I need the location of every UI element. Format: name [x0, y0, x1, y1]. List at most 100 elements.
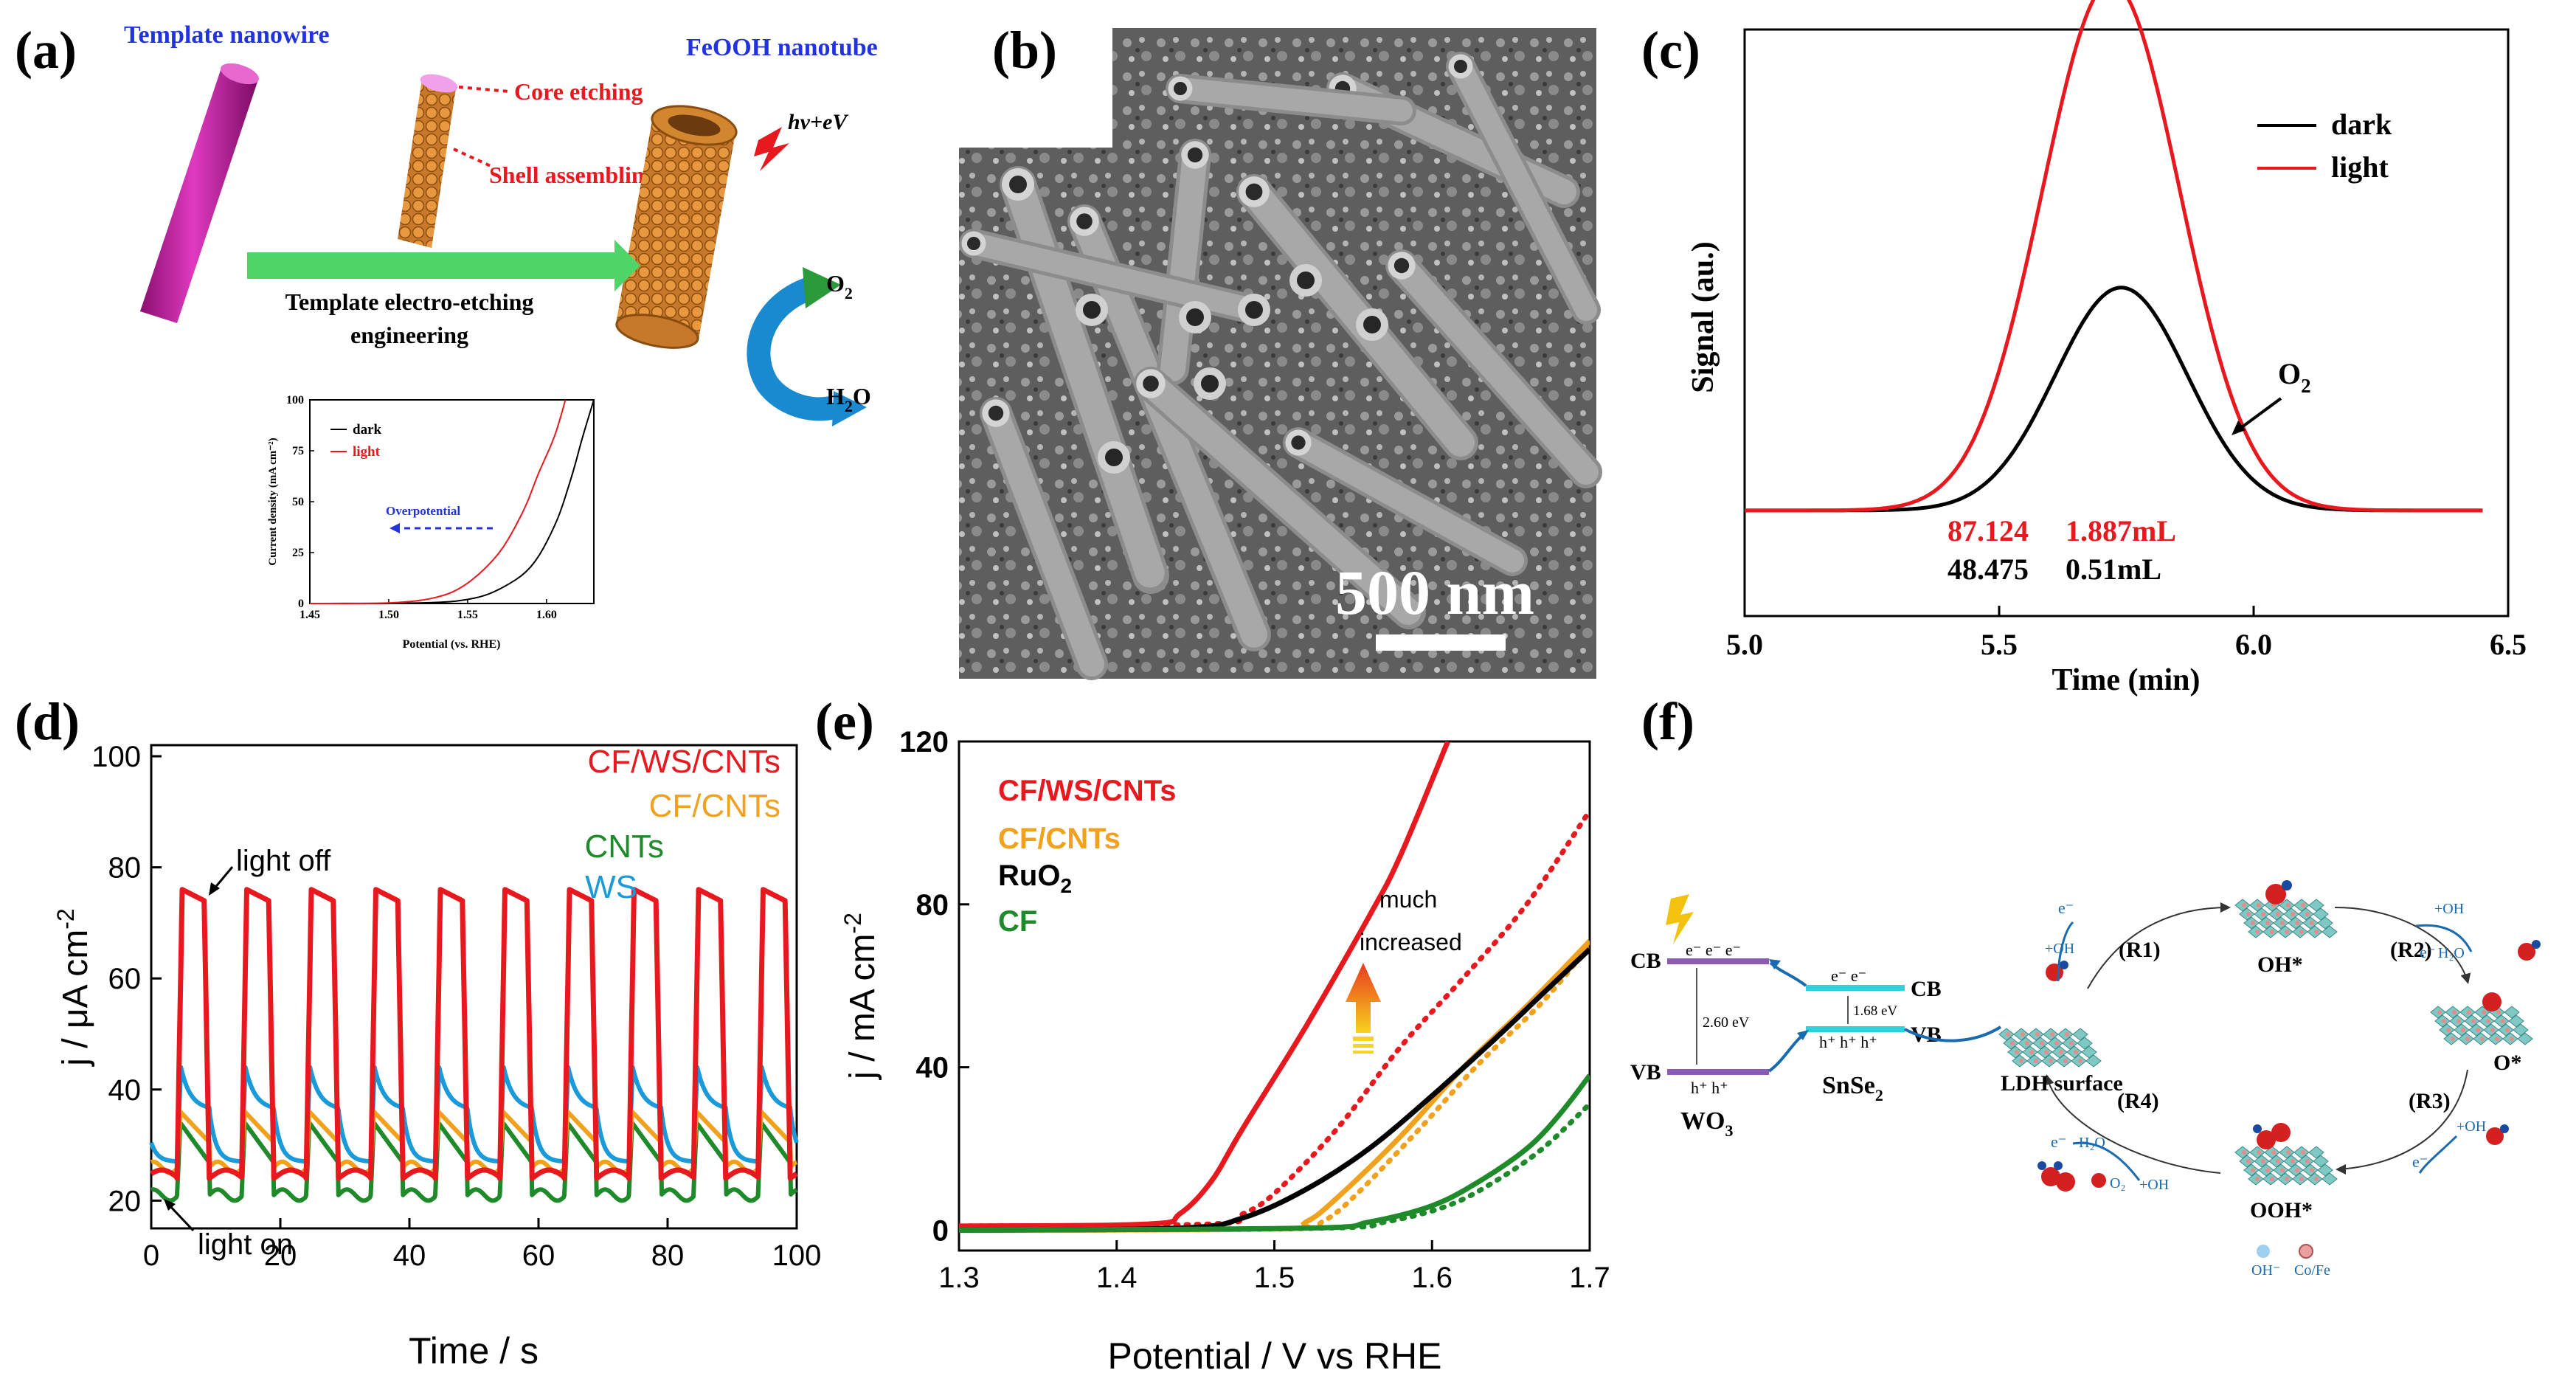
adsorbate-atom: [2271, 1123, 2291, 1142]
sem-tube-hole: [1201, 375, 1219, 392]
cycle-arc: [2087, 907, 2229, 989]
inset-legend-dark: dark: [353, 422, 382, 437]
etched-nanowire: [398, 74, 458, 248]
sem-tube: [1160, 142, 1208, 381]
cycle-side-arrow: [2415, 924, 2473, 952]
r1-reagent: +OH: [2045, 941, 2074, 957]
e-line-CF/WS/CNTs: [959, 741, 1450, 1229]
inset-ytick-label: 75: [292, 445, 304, 457]
inset-lsv-chart: 1.45 1.50 1.55 1.60 0 25 50 75 100 dark light Ov…: [267, 394, 595, 651]
adsorbate-atom: [2518, 943, 2535, 961]
d-ylabel: j / μA cm-2: [52, 908, 95, 1067]
ldh-metal-atom: [2314, 930, 2319, 934]
e-line-CF-dark: [959, 1101, 1590, 1233]
step-r2: (R2): [2390, 938, 2432, 962]
ldh-metal-atom: [2310, 921, 2314, 925]
ldh-octahedron: [2321, 1172, 2338, 1186]
d-xtick-label: 20: [264, 1239, 297, 1272]
sem-tube-hole: [1291, 435, 1306, 450]
ldh-metal-atom: [2465, 1037, 2470, 1041]
adsorbate-atom: [2091, 1173, 2106, 1188]
panel-d-frame: [150, 744, 798, 1230]
cycle-side-arrow: [2418, 1135, 2458, 1174]
sem-tube-hole: [1245, 183, 1263, 201]
ldh-metal-atom: [2295, 1168, 2299, 1172]
d-xtick-label: 60: [522, 1239, 555, 1272]
ldh-metal-atom: [2255, 930, 2260, 934]
d-legend-ws: WS: [585, 869, 637, 905]
r4-h2o: H₂O: [2079, 1135, 2105, 1151]
panel-label-a: (a): [15, 21, 77, 80]
increased-label: increased: [1360, 929, 1462, 955]
sem-tube-hole: [1393, 257, 1410, 274]
template-nanowire-label: Template nanowire: [124, 21, 330, 49]
r3-electron: e⁻: [2412, 1152, 2428, 1171]
ldh-metal-atom: [2276, 912, 2280, 916]
h2o-label: H2O: [826, 383, 871, 415]
e-ytick-label: 80: [916, 889, 949, 921]
d-line-CNTs: [149, 1121, 799, 1203]
lightning-icon: [754, 127, 789, 171]
d-ytick-label: 20: [108, 1185, 142, 1217]
sem-tube-hole: [1363, 316, 1381, 333]
c-xtick-label: 6.5: [2490, 628, 2527, 661]
sem-tube-hole: [1009, 176, 1027, 193]
d-xtick-label: 100: [772, 1239, 822, 1272]
r4-o2: O₂: [2110, 1175, 2125, 1191]
hv-ev-label: hv+eV: [788, 110, 849, 134]
adsorbate-atom: [2532, 940, 2541, 949]
ldh-metal-atom: [2069, 1041, 2074, 1045]
inset-legend-light: light: [353, 444, 381, 460]
step-r3: (R3): [2409, 1089, 2451, 1113]
inset-xlabel: Potential (vs. RHE): [403, 638, 501, 651]
ldh-metal-atom: [2505, 1028, 2510, 1032]
ldh-metal-atom: [2310, 1168, 2314, 1172]
wo3-holes: h⁺ h⁺: [1691, 1079, 1728, 1097]
sem-tube: [1287, 431, 1524, 573]
d-xtick-label: 80: [651, 1239, 685, 1272]
o2-label: O2: [826, 270, 853, 302]
light-peak-area: 87.124: [1947, 514, 2029, 547]
ldh-metal-atom: [2242, 1150, 2246, 1155]
panel-label-f: (f): [1641, 692, 1694, 751]
sem-tube: [963, 232, 1265, 321]
legend-oh-dot: [2257, 1245, 2270, 1258]
sem-tube-hole: [988, 405, 1004, 421]
ldh-metal-atom: [2019, 1059, 2023, 1063]
d-legend-cnts: CNTs: [584, 829, 664, 865]
r3-reagent: +OH: [2456, 1118, 2486, 1135]
ldh-metal-atom: [2021, 1032, 2025, 1037]
cycle-side-arrow: [2072, 1141, 2141, 1181]
ldh-octahedron: [2085, 1054, 2102, 1068]
ldh-metal-atom: [2271, 1150, 2276, 1155]
sem-tube-hole: [1297, 271, 1315, 289]
cycle-arc: [2334, 907, 2468, 982]
d-xtick-label: 0: [143, 1239, 159, 1272]
ldh-metal-atom: [2251, 1168, 2255, 1172]
panel-label-e: (e): [815, 692, 874, 751]
e-xtick-label: 1.6: [1411, 1262, 1453, 1294]
sem-tube-hole: [1454, 60, 1467, 73]
sem-tube: [1389, 253, 1599, 485]
adsorbate-atom: [2265, 884, 2286, 905]
adsorbate-atom: [2253, 1124, 2262, 1133]
cycle-arrowhead: [2460, 972, 2471, 984]
ldh-metal-atom: [2054, 1041, 2059, 1045]
inset-xtick-label: 1.50: [378, 609, 399, 621]
ldh-metal-atom: [2280, 921, 2285, 925]
ldh-metal-atom: [2010, 1041, 2015, 1045]
sem-tube-hole: [1186, 308, 1204, 326]
core-etching-label: Core etching: [514, 78, 643, 105]
c-line-light: [1745, 0, 2483, 513]
ldh-metal-atom: [2035, 1032, 2040, 1037]
ldh-metal-atom: [2299, 1177, 2304, 1181]
ldh-metal-atom: [2286, 1150, 2291, 1155]
light-off-label: light off: [236, 845, 331, 877]
legend-dark: dark: [2331, 108, 2392, 141]
ldh-metal-atom: [2270, 1177, 2274, 1181]
dark-o2-volume: 0.51mL: [2066, 553, 2161, 586]
d-xtick-label: 40: [393, 1239, 426, 1272]
ldh-structures: [1998, 880, 2541, 1191]
